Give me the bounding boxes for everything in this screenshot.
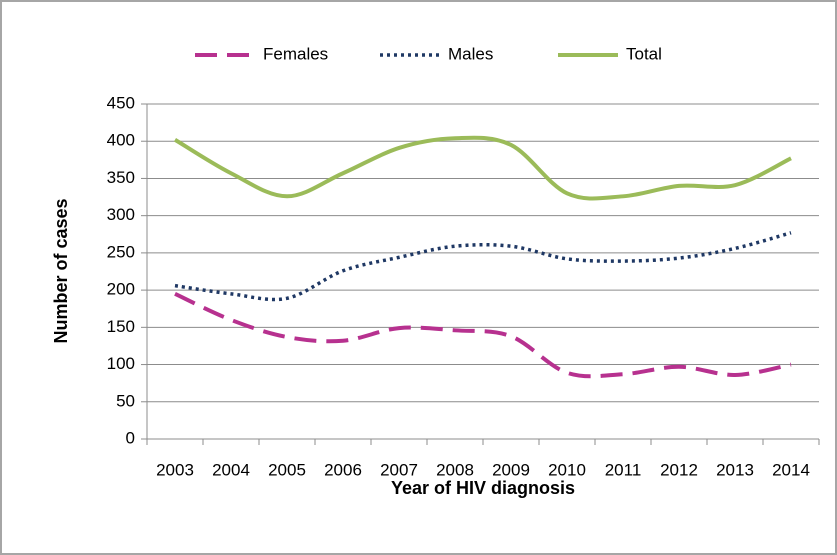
line-series [174,292,792,379]
x-axis-title: Year of HIV diagnosis [391,478,575,498]
y-tick-label: 350 [107,168,135,187]
y-tick-label: 300 [107,205,135,224]
y-tick-label: 400 [107,131,135,150]
line-series [173,135,792,201]
line-series [174,231,792,302]
y-tick-label: 50 [116,391,135,410]
x-tick-label: 2005 [268,460,306,479]
x-tick-label: 2012 [660,460,698,479]
x-tick-label: 2004 [212,460,250,479]
y-tick-label: 200 [107,280,135,299]
x-tick-label: 2007 [380,460,418,479]
x-tick-label: 2008 [436,460,474,479]
legend-label: Males [448,44,493,63]
x-tick-label: 2013 [716,460,754,479]
x-tick-label: 2010 [548,460,586,479]
y-tick-label: 250 [107,242,135,261]
x-tick-label: 2014 [772,460,810,479]
legend-label: Females [263,44,328,63]
legend-label: Total [626,44,662,63]
y-tick-label: 100 [107,354,135,373]
x-tick-label: 2009 [492,460,530,479]
y-tick-label: 0 [126,428,135,447]
y-axis-title: Number of cases [51,198,71,343]
y-tick-label: 450 [107,93,135,112]
x-tick-label: 2011 [605,460,642,479]
x-tick-label: 2006 [324,460,362,479]
x-tick-label: 2003 [156,460,194,479]
y-tick-label: 150 [107,317,135,336]
